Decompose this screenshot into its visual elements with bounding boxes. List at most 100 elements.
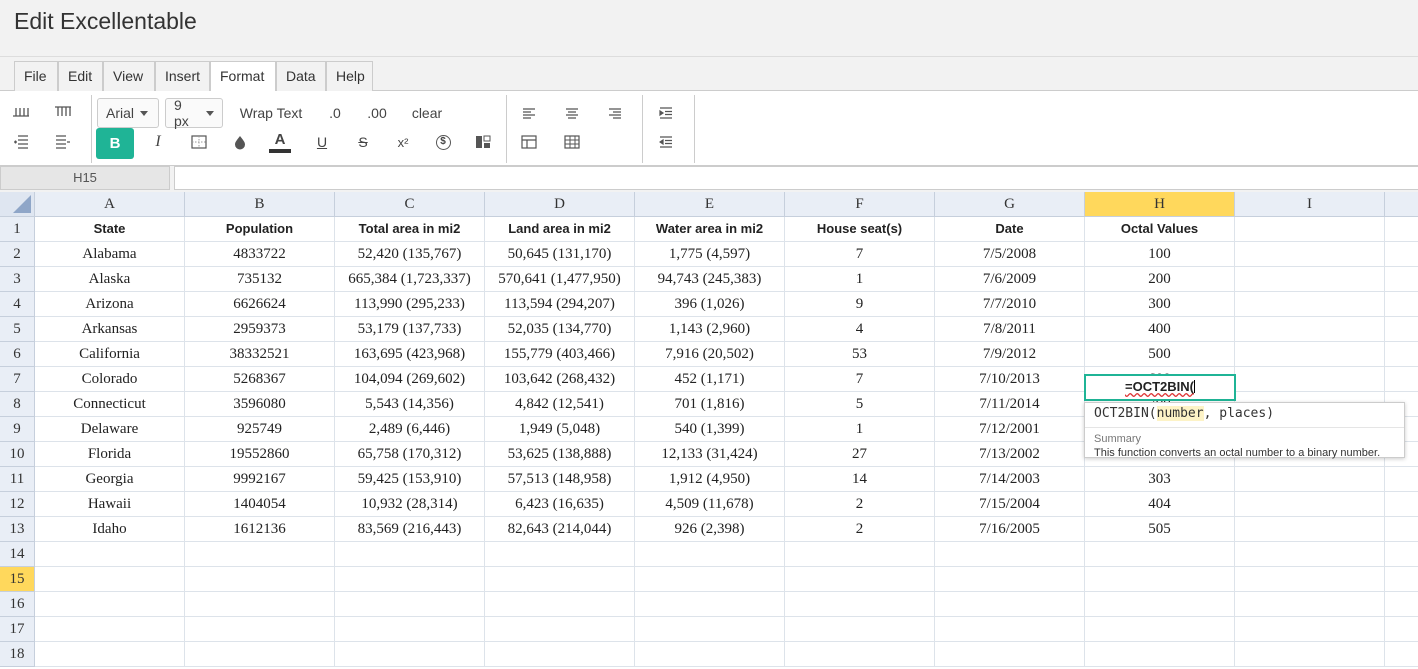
cell-f17[interactable] bbox=[785, 617, 935, 642]
cell-d3[interactable]: 570,641 (1,477,950) bbox=[485, 267, 635, 292]
cell-h17[interactable] bbox=[1085, 617, 1235, 642]
menu-format[interactable]: Format bbox=[210, 61, 276, 92]
cell-b3[interactable]: 735132 bbox=[185, 267, 335, 292]
column-header-f[interactable]: F bbox=[785, 192, 935, 217]
cell-e12[interactable]: 4,509 (11,678) bbox=[635, 492, 785, 517]
cell-f7[interactable]: 7 bbox=[785, 367, 935, 392]
currency-icon[interactable]: $ bbox=[432, 128, 454, 156]
cell-b4[interactable]: 6626624 bbox=[185, 292, 335, 317]
row-header-14[interactable]: 14 bbox=[0, 542, 35, 567]
cell-g15[interactable] bbox=[935, 567, 1085, 592]
cell-e15[interactable] bbox=[635, 567, 785, 592]
cell-b8[interactable]: 3596080 bbox=[185, 392, 335, 417]
cell-c17[interactable] bbox=[335, 617, 485, 642]
cell-i3[interactable] bbox=[1235, 267, 1385, 292]
cell-g18[interactable] bbox=[935, 642, 1085, 667]
cell-g13[interactable]: 7/16/2005 bbox=[935, 517, 1085, 542]
cell-h14[interactable] bbox=[1085, 542, 1235, 567]
italic-button[interactable]: I bbox=[155, 133, 161, 150]
cell-d9[interactable]: 1,949 (5,048) bbox=[485, 417, 635, 442]
cell-g7[interactable]: 7/10/2013 bbox=[935, 367, 1085, 392]
cell-g12[interactable]: 7/15/2004 bbox=[935, 492, 1085, 517]
cell-d18[interactable] bbox=[485, 642, 635, 667]
cell-f16[interactable] bbox=[785, 592, 935, 617]
cell-c4[interactable]: 113,990 (295,233) bbox=[335, 292, 485, 317]
cell-f11[interactable]: 14 bbox=[785, 467, 935, 492]
cell-a1[interactable]: State bbox=[35, 217, 185, 242]
cell-e8[interactable]: 701 (1,816) bbox=[635, 392, 785, 417]
cell-b13[interactable]: 1612136 bbox=[185, 517, 335, 542]
cell-i4[interactable] bbox=[1235, 292, 1385, 317]
cell-g9[interactable]: 7/12/2001 bbox=[935, 417, 1085, 442]
name-box[interactable]: H15 bbox=[0, 166, 170, 190]
cell-b10[interactable]: 19552860 bbox=[185, 442, 335, 467]
superscript-button[interactable]: x² bbox=[397, 134, 409, 150]
column-header-e[interactable]: E bbox=[635, 192, 785, 217]
row-header-13[interactable]: 13 bbox=[0, 517, 35, 542]
cell-f9[interactable]: 1 bbox=[785, 417, 935, 442]
cell-c14[interactable] bbox=[335, 542, 485, 567]
cell-a15[interactable] bbox=[35, 567, 185, 592]
cell-e14[interactable] bbox=[635, 542, 785, 567]
cell-c7[interactable]: 104,094 (269,602) bbox=[335, 367, 485, 392]
wrap-text-button[interactable]: Wrap Text bbox=[239, 105, 303, 121]
cell-f10[interactable]: 27 bbox=[785, 442, 935, 467]
cell-d11[interactable]: 57,513 (148,958) bbox=[485, 467, 635, 492]
cell-b6[interactable]: 38332521 bbox=[185, 342, 335, 367]
outdent-icon[interactable] bbox=[655, 128, 677, 156]
bold-button[interactable]: B bbox=[96, 128, 134, 159]
cell-f14[interactable] bbox=[785, 542, 935, 567]
cell-h5[interactable]: 400 bbox=[1085, 317, 1235, 342]
menu-insert[interactable]: Insert bbox=[155, 61, 210, 92]
insert-row-icon[interactable] bbox=[10, 128, 32, 156]
cell-i13[interactable] bbox=[1235, 517, 1385, 542]
cell-h12[interactable]: 404 bbox=[1085, 492, 1235, 517]
cell-e10[interactable]: 12,133 (31,424) bbox=[635, 442, 785, 467]
cell-e3[interactable]: 94,743 (245,383) bbox=[635, 267, 785, 292]
cell-e13[interactable]: 926 (2,398) bbox=[635, 517, 785, 542]
row-header-7[interactable]: 7 bbox=[0, 367, 35, 392]
cell-i15[interactable] bbox=[1235, 567, 1385, 592]
menu-data[interactable]: Data bbox=[276, 61, 326, 92]
cell-f3[interactable]: 1 bbox=[785, 267, 935, 292]
cell-a14[interactable] bbox=[35, 542, 185, 567]
cell-c2[interactable]: 52,420 (135,767) bbox=[335, 242, 485, 267]
row-header-10[interactable]: 10 bbox=[0, 442, 35, 467]
cell-editor[interactable]: =OCT2BIN( bbox=[1084, 374, 1236, 401]
cell-d14[interactable] bbox=[485, 542, 635, 567]
cell-b1[interactable]: Population bbox=[185, 217, 335, 242]
cell-g1[interactable]: Date bbox=[935, 217, 1085, 242]
row-header-15[interactable]: 15 bbox=[0, 567, 35, 592]
cell-g6[interactable]: 7/9/2012 bbox=[935, 342, 1085, 367]
formula-input[interactable] bbox=[174, 166, 1418, 190]
column-header-c[interactable]: C bbox=[335, 192, 485, 217]
cell-d17[interactable] bbox=[485, 617, 635, 642]
cell-a12[interactable]: Hawaii bbox=[35, 492, 185, 517]
cell-h3[interactable]: 200 bbox=[1085, 267, 1235, 292]
cell-a8[interactable]: Connecticut bbox=[35, 392, 185, 417]
column-width-icon[interactable] bbox=[52, 98, 74, 126]
indent-icon[interactable] bbox=[655, 99, 677, 127]
cell-h4[interactable]: 300 bbox=[1085, 292, 1235, 317]
cell-c6[interactable]: 163,695 (423,968) bbox=[335, 342, 485, 367]
column-header-d[interactable]: D bbox=[485, 192, 635, 217]
select-all-corner[interactable] bbox=[0, 192, 35, 217]
cell-d2[interactable]: 50,645 (131,170) bbox=[485, 242, 635, 267]
cell-h6[interactable]: 500 bbox=[1085, 342, 1235, 367]
cell-f15[interactable] bbox=[785, 567, 935, 592]
cell-d8[interactable]: 4,842 (12,541) bbox=[485, 392, 635, 417]
cell-e18[interactable] bbox=[635, 642, 785, 667]
delete-row-icon[interactable] bbox=[52, 128, 74, 156]
cell-d10[interactable]: 53,625 (138,888) bbox=[485, 442, 635, 467]
cell-e17[interactable] bbox=[635, 617, 785, 642]
cell-e1[interactable]: Water area in mi2 bbox=[635, 217, 785, 242]
cell-f2[interactable]: 7 bbox=[785, 242, 935, 267]
cell-g3[interactable]: 7/6/2009 bbox=[935, 267, 1085, 292]
cell-b12[interactable]: 1404054 bbox=[185, 492, 335, 517]
menu-edit[interactable]: Edit bbox=[58, 61, 103, 92]
cell-d6[interactable]: 155,779 (403,466) bbox=[485, 342, 635, 367]
cell-a16[interactable] bbox=[35, 592, 185, 617]
cell-b11[interactable]: 9992167 bbox=[185, 467, 335, 492]
menu-help[interactable]: Help bbox=[326, 61, 373, 92]
row-header-2[interactable]: 2 bbox=[0, 242, 35, 267]
